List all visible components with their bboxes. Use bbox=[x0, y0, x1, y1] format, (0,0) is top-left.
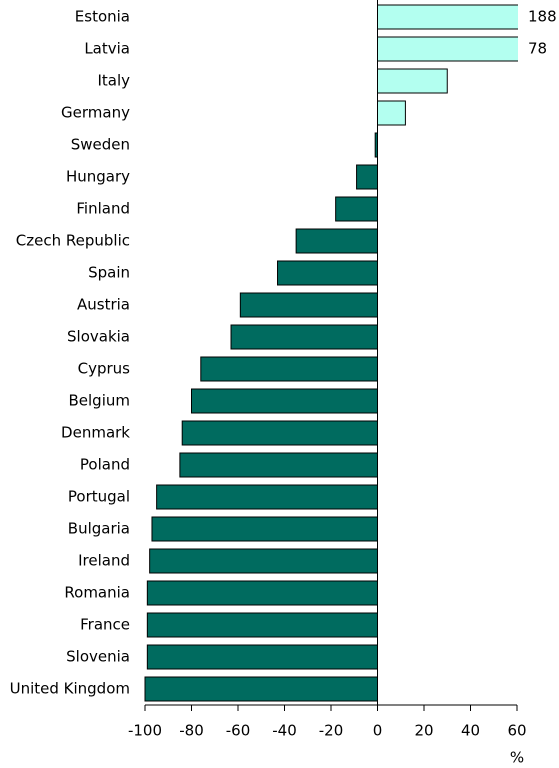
bar bbox=[179, 452, 378, 478]
y-tick-label: Estonia bbox=[75, 8, 130, 26]
bar bbox=[181, 420, 378, 446]
y-tick-label: United Kingdom bbox=[10, 680, 130, 698]
bar bbox=[377, 68, 448, 94]
bar bbox=[146, 644, 378, 670]
y-tick-label: Sweden bbox=[71, 136, 130, 154]
y-tick-label: Italy bbox=[97, 72, 130, 90]
bar bbox=[335, 196, 378, 222]
y-tick-label: Slovakia bbox=[67, 328, 130, 346]
y-tick-label: Belgium bbox=[69, 392, 131, 410]
plot-area bbox=[144, 4, 518, 702]
y-tick-label: Hungary bbox=[66, 168, 130, 186]
bar bbox=[377, 36, 518, 62]
x-tick-label: -80 bbox=[179, 722, 204, 740]
y-tick-label: Czech Republic bbox=[16, 232, 130, 250]
x-axis-label: % bbox=[510, 749, 524, 767]
y-tick-label: Slovenia bbox=[66, 648, 130, 666]
bar bbox=[277, 260, 378, 286]
y-tick-label: France bbox=[80, 616, 130, 634]
bar bbox=[149, 548, 378, 574]
bar bbox=[356, 164, 379, 190]
y-tick-label: Denmark bbox=[61, 424, 130, 442]
x-tick-label: -60 bbox=[226, 722, 251, 740]
y-tick-label: Latvia bbox=[84, 40, 130, 58]
x-tick-label: 20 bbox=[414, 722, 433, 740]
bar bbox=[146, 612, 378, 638]
y-tick-label: Poland bbox=[80, 456, 130, 474]
y-tick-label: Cyprus bbox=[78, 360, 131, 378]
bar bbox=[146, 580, 378, 606]
y-tick-label: Portugal bbox=[68, 488, 130, 506]
y-tick-label: Germany bbox=[61, 104, 130, 122]
value-label: 78 bbox=[528, 40, 547, 58]
bar bbox=[295, 228, 378, 254]
x-tick-label: -40 bbox=[272, 722, 297, 740]
bar bbox=[151, 516, 378, 542]
y-tick-label: Ireland bbox=[78, 552, 130, 570]
x-tick-label: 40 bbox=[461, 722, 480, 740]
y-tick-label: Finland bbox=[76, 200, 130, 218]
y-tick-label: Spain bbox=[88, 264, 130, 282]
x-tick-label: -20 bbox=[319, 722, 344, 740]
y-tick-label: Bulgaria bbox=[68, 520, 130, 538]
bar bbox=[200, 356, 378, 382]
value-label: 188 bbox=[528, 8, 557, 26]
y-tick-label: Austria bbox=[77, 296, 130, 314]
bar bbox=[144, 676, 378, 702]
x-tick-label: -100 bbox=[128, 722, 162, 740]
x-tick-label: 0 bbox=[373, 722, 383, 740]
bar bbox=[377, 100, 406, 126]
bar bbox=[191, 388, 378, 414]
bar bbox=[230, 324, 378, 350]
bar bbox=[239, 292, 378, 318]
bar bbox=[156, 484, 378, 510]
y-tick-label: Romania bbox=[64, 584, 130, 602]
x-tick-label: 60 bbox=[507, 722, 526, 740]
